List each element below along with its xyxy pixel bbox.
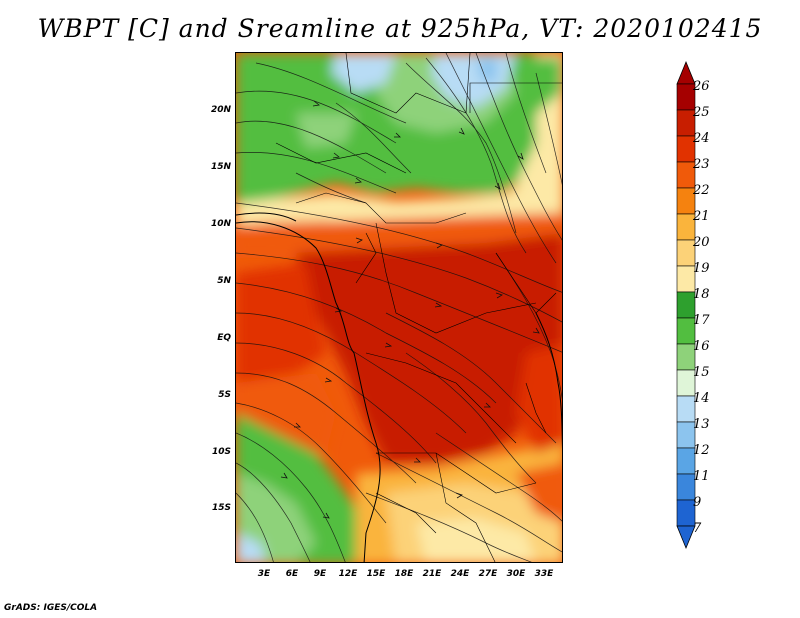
wbpt-field xyxy=(236,53,562,562)
stream-arrows xyxy=(280,100,540,519)
colorbar-label-9: 9 xyxy=(693,495,702,510)
colorbar-label-18: 18 xyxy=(693,287,710,302)
colorbar-label-19: 19 xyxy=(693,261,710,276)
lon-label-27e: 27E xyxy=(478,569,498,579)
color-bar xyxy=(676,60,696,550)
lat-label-15n: 15N xyxy=(210,162,231,172)
lon-label-6e: 6E xyxy=(285,569,299,579)
colorbar-label-15: 15 xyxy=(693,365,710,380)
colorbar-label-23: 23 xyxy=(693,157,710,172)
coastlines xyxy=(236,212,562,562)
lon-label-3e: 3E xyxy=(257,569,271,579)
lon-label-18e: 18E xyxy=(394,569,414,579)
lat-label-10s: 10S xyxy=(211,447,231,457)
colorbar-label-21: 21 xyxy=(693,209,710,224)
colorbar-label-11: 11 xyxy=(693,469,710,484)
borders xyxy=(275,53,562,562)
colorbar-label-26: 26 xyxy=(693,79,710,94)
lon-label-9e: 9E xyxy=(313,569,327,579)
lon-label-33e: 33E xyxy=(534,569,554,579)
colorbar-label-25: 25 xyxy=(693,105,710,120)
map-panel xyxy=(235,52,563,563)
lat-label-20n: 20N xyxy=(210,105,231,115)
lon-label-21e: 21E xyxy=(422,569,442,579)
lat-label-eq: EQ xyxy=(217,333,231,343)
colorbar-bottom-arrow xyxy=(676,525,696,550)
lon-label-30e: 30E xyxy=(506,569,526,579)
colorbar-label-20: 20 xyxy=(693,235,710,250)
colorbar-label-16: 16 xyxy=(693,339,710,354)
lat-label-5s: 5S xyxy=(218,390,231,400)
lon-label-24e: 24E xyxy=(450,569,470,579)
colorbar-label-14: 14 xyxy=(693,391,710,406)
colorbar-label-13: 13 xyxy=(693,417,710,432)
lat-label-15s: 15S xyxy=(211,503,231,513)
lon-label-12e: 12E xyxy=(338,569,358,579)
streamlines xyxy=(236,53,562,562)
lat-label-10n: 10N xyxy=(210,219,231,229)
colorbar-label-17: 17 xyxy=(693,313,710,328)
colorbar-label-7: 7 xyxy=(693,521,702,536)
colorbar-label-22: 22 xyxy=(693,183,710,198)
lon-label-15e: 15E xyxy=(366,569,386,579)
colorbar-label-12: 12 xyxy=(693,443,710,458)
colorbar-label-24: 24 xyxy=(693,131,710,146)
map-title: WBPT [C] and Sreamline at 925hPa, VT: 20… xyxy=(37,14,763,43)
grads-credit: GrADS: IGES/COLA xyxy=(4,603,98,613)
lat-label-5n: 5N xyxy=(217,276,231,286)
